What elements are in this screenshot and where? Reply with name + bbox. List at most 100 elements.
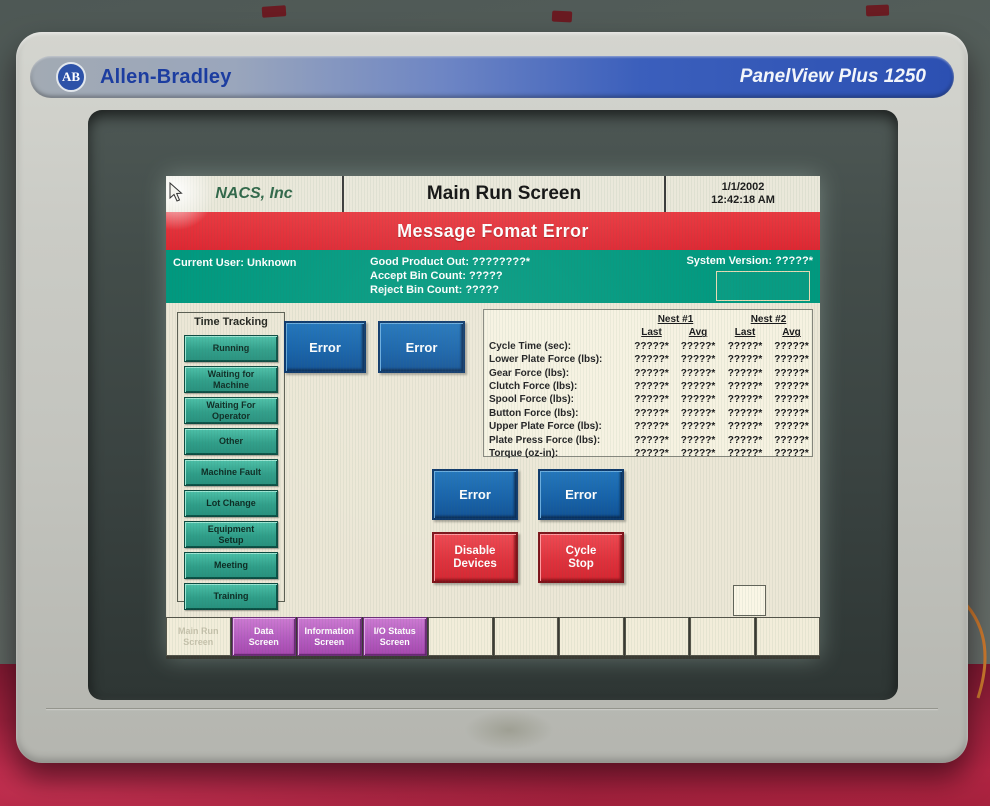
cell-value: ?????* (680, 340, 716, 352)
time-tracking-button-other[interactable]: Other (184, 428, 278, 455)
disable-devices-button[interactable]: Disable Devices (432, 532, 518, 583)
cell-value: ?????* (680, 448, 716, 460)
cell-value: ?????* (727, 394, 763, 406)
cell-value: ?????* (634, 421, 669, 433)
lcd-display: NACS, Inc Main Run Screen 1/1/2002 12:42… (166, 176, 820, 659)
cell-value: ?????* (727, 434, 763, 446)
cell-value: ?????* (727, 340, 763, 352)
cell-value: ?????* (634, 367, 669, 379)
cell-value: ?????* (634, 407, 669, 419)
time-tracking-button-waiting-for-machine[interactable]: Waiting for Machine (184, 366, 278, 393)
error-button-1[interactable]: Error (284, 321, 366, 373)
nav-empty-cell (690, 617, 755, 656)
time-tracking-button-lot-change[interactable]: Lot Change (184, 490, 278, 517)
time-tracking-button-equipment-setup[interactable]: Equipment Setup (184, 521, 278, 548)
cell-value: ?????* (680, 394, 716, 406)
cell-value: ?????* (727, 448, 763, 460)
panelview-device-bezel: AB Allen-Bradley PanelView Plus 1250 NAC… (16, 32, 968, 763)
table-subheader: Last (641, 327, 662, 339)
cell-value: ?????* (680, 354, 716, 366)
brand-name: Allen-Bradley (100, 65, 232, 88)
table-group-header-nest1: Nest #1 (657, 314, 694, 325)
nav-data-screen-button[interactable]: Data Screen (231, 617, 296, 656)
cell-value: ?????* (774, 434, 809, 446)
cell-value: ?????* (634, 434, 669, 446)
main-area: Time Tracking Running Waiting for Machin… (166, 303, 820, 617)
nav-empty-cell (559, 617, 624, 656)
current-user-label: Current User: Unknown (173, 257, 297, 269)
time-tracking-button-running[interactable]: Running (184, 335, 278, 362)
row-label: Button Force (lbs): (489, 407, 579, 419)
cell-value: ?????* (774, 367, 809, 379)
bezel-seam (46, 708, 938, 709)
table-group-header-nest2: Nest #2 (750, 314, 787, 325)
reject-bin-count: Reject Bin Count: ????? (370, 284, 499, 296)
nav-empty-cell (755, 617, 820, 656)
wall-tape-mark (261, 5, 287, 18)
row-label: Upper Plate Force (lbs): (489, 421, 602, 433)
cell-value: ?????* (774, 340, 809, 352)
nav-empty-cell (428, 617, 493, 656)
nav-empty-cell (624, 617, 689, 656)
page-title: Main Run Screen (342, 176, 664, 212)
time-tracking-button-training[interactable]: Training (184, 583, 278, 610)
cell-value: ?????* (727, 381, 763, 393)
cell-value: ?????* (680, 421, 716, 433)
brand-stripe: AB Allen-Bradley PanelView Plus 1250 (30, 56, 954, 98)
allen-bradley-logo-icon: AB (56, 62, 86, 92)
date-text: 1/1/2002 (721, 181, 765, 193)
nav-main-run-screen-disabled[interactable]: Main Run Screen (166, 617, 231, 656)
cell-value: ?????* (680, 381, 716, 393)
table-subheader: Last (734, 327, 756, 339)
indicator-box (733, 585, 766, 616)
time-tracking-button-machine-fault[interactable]: Machine Fault (184, 459, 278, 486)
nav-information-screen-button[interactable]: Information Screen (297, 617, 362, 656)
cell-value: ?????* (634, 448, 669, 460)
accept-bin-count: Accept Bin Count: ????? (370, 270, 503, 282)
cell-value: ?????* (634, 354, 669, 366)
hmi-header: NACS, Inc Main Run Screen 1/1/2002 12:42… (166, 176, 820, 212)
alarm-message: Message Fomat Error (397, 220, 589, 241)
good-product-out: Good Product Out: ????????* (370, 256, 531, 268)
error-button-4[interactable]: Error (538, 469, 624, 520)
table-subheader: Avg (782, 327, 801, 339)
model-name: PanelView Plus 1250 (739, 66, 926, 87)
company-name: NACS, Inc (215, 185, 293, 202)
row-label: Spool Force (lbs): (489, 394, 574, 406)
bezel-stain (464, 710, 554, 750)
datetime-display: 1/1/2002 12:42:18 AM (711, 181, 775, 207)
row-label: Gear Force (lbs): (489, 367, 570, 379)
error-button-2[interactable]: Error (378, 321, 465, 373)
nav-empty-cell (493, 617, 558, 656)
cell-value: ?????* (680, 434, 716, 446)
time-tracking-button-meeting[interactable]: Meeting (184, 552, 278, 579)
cell-value: ?????* (774, 381, 809, 393)
nest-data-table: Nest #1 Nest #2 Last Avg Last Avg Cycle … (483, 309, 813, 460)
row-label: Torque (oz-in): (489, 448, 559, 460)
wall-tape-mark (865, 4, 890, 17)
time-tracking-title: Time Tracking (194, 316, 268, 328)
bottom-navigation: Main Run Screen Data Screen Information … (166, 617, 820, 659)
cell-value: ?????* (774, 394, 809, 406)
cell-value: ?????* (727, 407, 763, 419)
time-tracking-panel: Time Tracking Running Waiting for Machin… (177, 312, 285, 610)
cell-value: ?????* (774, 448, 809, 460)
cell-value: ?????* (634, 381, 669, 393)
error-button-3[interactable]: Error (432, 469, 518, 520)
cell-value: ?????* (680, 407, 716, 419)
row-label: Lower Plate Force (lbs): (489, 354, 603, 366)
nav-io-status-screen-button[interactable]: I/O Status Screen (362, 617, 427, 656)
cell-value: ?????* (727, 421, 763, 433)
row-label: Cycle Time (sec): (489, 340, 572, 352)
alarm-banner[interactable]: Message Fomat Error (166, 212, 820, 250)
cell-value: ?????* (727, 367, 763, 379)
cell-value: ?????* (774, 421, 809, 433)
cycle-stop-button[interactable]: Cycle Stop (538, 532, 624, 583)
row-label: Clutch Force (lbs): (489, 381, 578, 393)
cell-value: ?????* (774, 407, 809, 419)
screen-glass: NACS, Inc Main Run Screen 1/1/2002 12:42… (88, 110, 898, 700)
system-version-label: System Version: ?????* (686, 255, 813, 267)
mouse-cursor-icon (169, 182, 183, 202)
wall-tape-mark (551, 10, 573, 23)
time-tracking-button-waiting-for-operator[interactable]: Waiting For Operator (184, 397, 278, 424)
